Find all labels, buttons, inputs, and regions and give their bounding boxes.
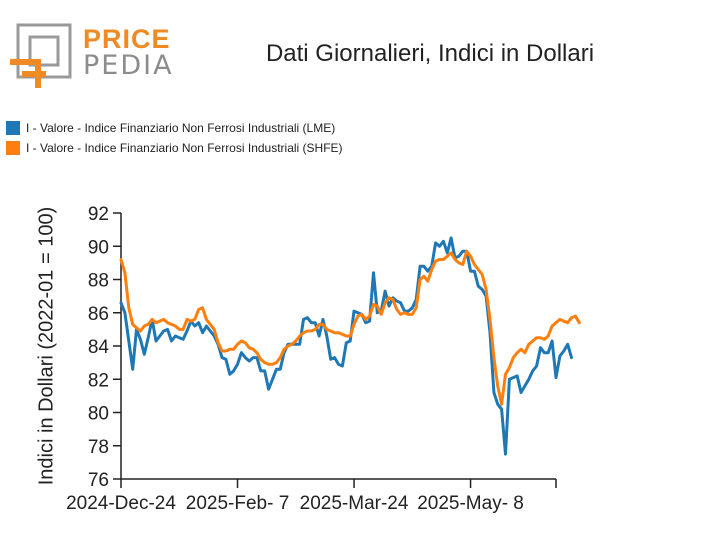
chart-title: Dati Giornalieri, Indici in Dollari [265, 40, 595, 67]
x-tick-label: 2025-May- 8 [417, 493, 524, 514]
logo-word-pedia: PEDIA [83, 50, 174, 81]
legend-label-lme: I - Valore - Indice Finanziario Non Ferr… [26, 121, 336, 135]
y-tick-label: 92 [88, 204, 109, 225]
legend-item-shfe[interactable]: I - Valore - Indice Finanziario Non Ferr… [6, 138, 343, 158]
y-tick-label: 80 [88, 404, 109, 425]
x-tick-label: 2025-Feb- 7 [186, 493, 290, 514]
logo-mark [10, 23, 72, 88]
y-tick-label: 76 [88, 470, 109, 491]
x-tick-label: 2024-Dec-24 [66, 493, 176, 514]
y-tick-label: 88 [88, 271, 109, 292]
y-tick-label: 84 [88, 337, 110, 358]
y-tick-label: 90 [88, 237, 109, 258]
chart-legend: I - Valore - Indice Finanziario Non Ferr… [6, 118, 343, 158]
legend-swatch-lme [6, 121, 20, 135]
pricepedia-logo: PRICE PEDIA [8, 22, 172, 92]
y-tick-label: 86 [88, 304, 109, 325]
series-line-shfe [119, 249, 581, 406]
legend-swatch-shfe [6, 141, 20, 155]
y-tick-label: 82 [88, 370, 109, 391]
logo-corner-orange [10, 59, 41, 88]
logo-square-gray-inner [28, 35, 60, 67]
series-line-lme [119, 236, 573, 456]
logo-word-price: PRICE [83, 24, 171, 54]
y-tick-label: 78 [88, 437, 109, 458]
legend-label-shfe: I - Valore - Indice Finanziario Non Ferr… [26, 141, 343, 155]
legend-item-lme[interactable]: I - Valore - Indice Finanziario Non Ferr… [6, 118, 343, 138]
x-tick-label: 2025-Mar-24 [300, 493, 409, 514]
